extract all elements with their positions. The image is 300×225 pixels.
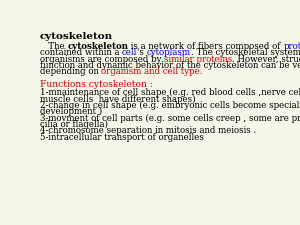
- Text: is a network of fibers composed of: is a network of fibers composed of: [128, 42, 283, 51]
- Text: cytoskeleton: cytoskeleton: [67, 42, 128, 51]
- Text: organisms are composed by: organisms are composed by: [40, 54, 164, 63]
- Text: muscle cells  have different shapes): muscle cells have different shapes): [40, 94, 196, 104]
- Text: cilia or flagella): cilia or flagella): [40, 120, 108, 129]
- Text: Functions cytoskeleton :: Functions cytoskeleton :: [40, 80, 153, 89]
- Text: The: The: [40, 42, 67, 51]
- Text: function and dynamic behavior of the cytoskeleton can be very different,: function and dynamic behavior of the cyt…: [40, 61, 300, 70]
- Text: . The cytoskeletal systems of different: . The cytoskeletal systems of different: [191, 48, 300, 57]
- Text: 5-intracellular transport of organelles: 5-intracellular transport of organelles: [40, 133, 204, 142]
- Text: contained within a: contained within a: [40, 48, 122, 57]
- Text: organism and cell type.: organism and cell type.: [101, 67, 203, 76]
- Text: 's: 's: [137, 48, 147, 57]
- Text: similar proteins: similar proteins: [164, 54, 232, 63]
- Text: cell: cell: [122, 48, 137, 57]
- Text: depending on: depending on: [40, 67, 101, 76]
- Text: cytoskeleton: cytoskeleton: [40, 32, 113, 41]
- Text: cytoplasm: cytoplasm: [147, 48, 191, 57]
- Text: 3-movment of cell parts (e.g. some cells creep , some are propelled  by: 3-movment of cell parts (e.g. some cells…: [40, 114, 300, 123]
- Text: . However, structure,: . However, structure,: [232, 54, 300, 63]
- Text: 4-chromosome separation in mitosis and meiosis .: 4-chromosome separation in mitosis and m…: [40, 126, 256, 135]
- Text: 2-change in cell shape (e.g. embryonic cells become specialized   during: 2-change in cell shape (e.g. embryonic c…: [40, 101, 300, 110]
- Text: proteins: proteins: [283, 42, 300, 51]
- Text: development ): development ): [40, 107, 102, 116]
- Text: 1-mnaintenance of cell shape (e.g. red blood cells ,nerve cells, and: 1-mnaintenance of cell shape (e.g. red b…: [40, 88, 300, 97]
